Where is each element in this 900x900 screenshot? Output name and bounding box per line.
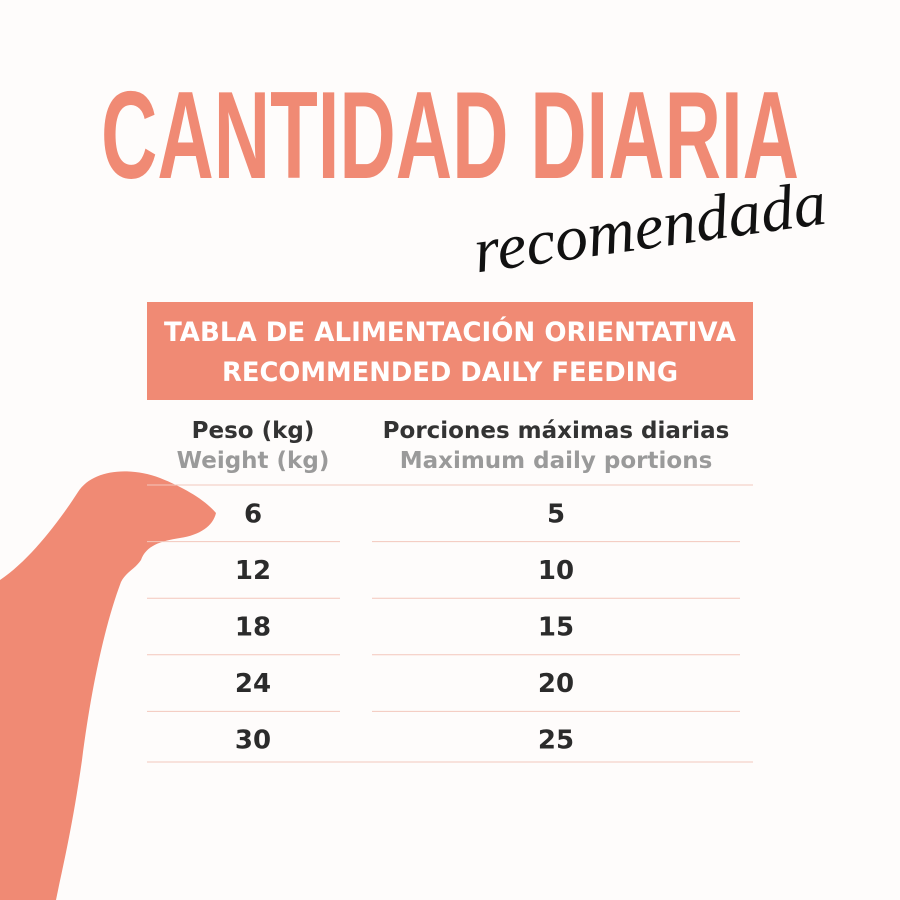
table-cell: 5 <box>547 499 565 529</box>
caption-band <box>147 302 753 400</box>
table-cell: 25 <box>538 726 574 756</box>
table-cell: 6 <box>244 499 262 529</box>
table-cell: 10 <box>538 556 574 586</box>
table-cell: 18 <box>235 613 271 643</box>
table-cell: 20 <box>538 669 574 699</box>
column-header: Porciones máximas diarias <box>383 418 730 444</box>
table-cell: 24 <box>235 669 271 699</box>
title: CANTIDAD DIARIA <box>101 67 799 205</box>
table-cell: 15 <box>538 613 574 643</box>
table-cell: 30 <box>235 726 271 756</box>
caption-line: RECOMMENDED DAILY FEEDING <box>222 357 678 388</box>
dog-silhouette <box>0 471 216 900</box>
column-subheader: Maximum daily portions <box>400 448 713 474</box>
column-subheader: Weight (kg) <box>177 448 330 474</box>
caption-line: TABLA DE ALIMENTACIÓN ORIENTATIVA <box>164 316 736 348</box>
column-header: Peso (kg) <box>192 418 315 444</box>
table-body: 6 5 12 10 18 15 24 20 30 25 <box>147 499 740 756</box>
table-cell: 12 <box>235 556 271 586</box>
